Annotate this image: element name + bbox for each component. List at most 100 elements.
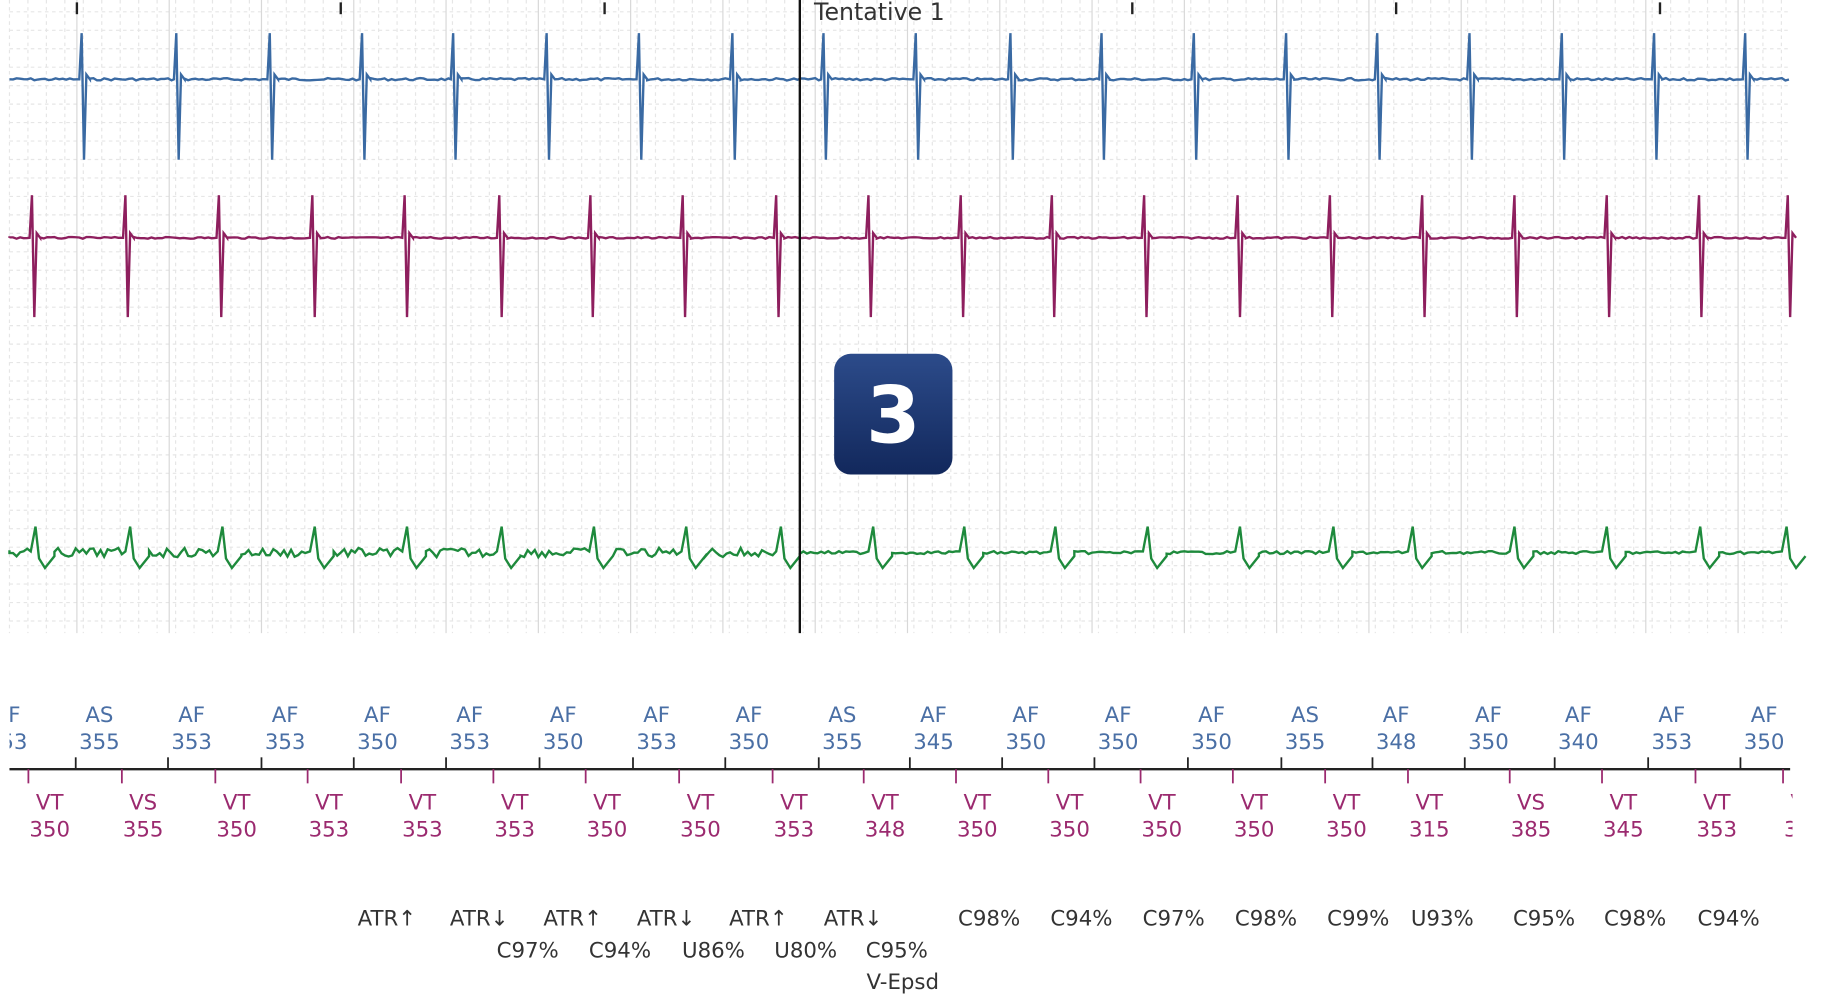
ventricular-value: 350 (1049, 818, 1090, 843)
ventricular-value: 348 (865, 818, 906, 843)
atrial-value: 340 (1558, 730, 1599, 755)
annotation: C95% (866, 938, 928, 963)
grid (8, 0, 1791, 634)
badge (834, 353, 953, 475)
atrial-value: 355 (1285, 730, 1326, 755)
atrial-label: AS (1291, 703, 1319, 728)
annotation: C94% (1698, 906, 1760, 931)
ventricular-label: VT (964, 790, 993, 815)
ventricular-label: VS (1517, 790, 1545, 815)
ventricular-value: 355 (123, 818, 164, 843)
atrial-label: AF (1565, 703, 1592, 728)
ventricular-label: VT (1415, 790, 1444, 815)
atrial-value: 355 (79, 730, 120, 755)
badge-number: 3 (866, 372, 920, 462)
ventricular-value: 353 (774, 818, 815, 843)
atrial-value: 353 (1652, 730, 1693, 755)
annotation: C99% (1327, 906, 1389, 931)
atrial-label: AF (456, 703, 483, 728)
annotation: U86% (682, 938, 745, 963)
atrial-value: 353 (265, 730, 306, 755)
ventricular-value: 385 (1511, 818, 1552, 843)
ventricular-value: 353 (1784, 818, 1825, 843)
annotation: C98% (958, 906, 1020, 931)
ventricular-label: VT (687, 790, 716, 815)
annotation: ATR↓ (637, 906, 696, 931)
annotation: C98% (1235, 906, 1297, 931)
ventricular-label: VT (1240, 790, 1269, 815)
ventricular-label: VT (1056, 790, 1085, 815)
annotation: U80% (774, 938, 837, 963)
ventricular-value: 350 (1142, 818, 1183, 843)
annotation: C97% (497, 938, 559, 963)
atrial-value: 350 (357, 730, 398, 755)
ventricular-label: VT (1148, 790, 1177, 815)
annotation: C94% (589, 938, 651, 963)
ventricular-value: 350 (216, 818, 257, 843)
atrial-value: 353 (0, 730, 27, 755)
atrial-label: AS (85, 703, 113, 728)
annotation: ATR↓ (450, 906, 509, 931)
atrial-label: AF (1751, 703, 1778, 728)
atrial-value: 350 (1098, 730, 1139, 755)
ventricular-label: VT (501, 790, 530, 815)
ventricular-label: VT (780, 790, 809, 815)
ventricular-value: 350 (1234, 818, 1275, 843)
ventricular-value: 353 (1696, 818, 1737, 843)
ventricular-value: 350 (680, 818, 721, 843)
ventricular-label: VT (223, 790, 252, 815)
atrial-value: 355 (822, 730, 863, 755)
atrial-label: AF (1105, 703, 1132, 728)
ventricular-value: 350 (29, 818, 70, 843)
atrial-label: AF (272, 703, 299, 728)
atrial-value: 350 (1191, 730, 1232, 755)
ventricular-label: VT (36, 790, 65, 815)
atrial-label: AF (1383, 703, 1410, 728)
ventricular-label: VT (1610, 790, 1639, 815)
ventricular-value: 353 (494, 818, 535, 843)
atrial-label: AF (364, 703, 391, 728)
atrial-value: 350 (543, 730, 584, 755)
ventricular-label: VT (315, 790, 344, 815)
annotation: C94% (1050, 906, 1112, 931)
atrial-value: 350 (1744, 730, 1785, 755)
waveform (8, 195, 1798, 318)
ventricular-value: 350 (957, 818, 998, 843)
atrial-value: 350 (1468, 730, 1509, 755)
ventricular-label: VT (871, 790, 900, 815)
ventricular-value: 315 (1409, 818, 1450, 843)
annotation: ATR↑ (543, 906, 602, 931)
atrial-label: AF (1475, 703, 1502, 728)
atrial-label: AF (1012, 703, 1039, 728)
annotation: ATR↓ (824, 906, 883, 931)
atrial-value: 353 (636, 730, 677, 755)
annotation: C95% (1513, 906, 1575, 931)
annotation: U93% (1411, 906, 1474, 931)
atrial-value: 345 (913, 730, 954, 755)
ventricular-value: 350 (1326, 818, 1367, 843)
atrial-value: 350 (729, 730, 770, 755)
atrial-label: AF (643, 703, 670, 728)
atrial-label: AF (920, 703, 947, 728)
atrial-label: AF (0, 703, 21, 728)
atrial-label: AF (736, 703, 763, 728)
ventricular-label: VT (1791, 790, 1820, 815)
atrial-value: 353 (449, 730, 490, 755)
atrial-label: AF (550, 703, 577, 728)
ventricular-label: VS (129, 790, 157, 815)
atrial-value: 348 (1376, 730, 1417, 755)
atrial-label: AS (828, 703, 856, 728)
ventricular-value: 353 (309, 818, 350, 843)
waveform (8, 526, 1807, 571)
annotation: C98% (1604, 906, 1666, 931)
annotation: ATR↑ (729, 906, 788, 931)
markers: AF353AS355AF353AF353AF350AF353AF350AF353… (0, 703, 1825, 995)
annotation: ATR↑ (358, 906, 417, 931)
atrial-label: AF (178, 703, 205, 728)
annotation: C97% (1143, 906, 1205, 931)
waveform (9, 33, 1790, 160)
ventricular-value: 353 (402, 818, 443, 843)
ventricular-label: VT (1703, 790, 1732, 815)
atrial-label: AF (1198, 703, 1225, 728)
